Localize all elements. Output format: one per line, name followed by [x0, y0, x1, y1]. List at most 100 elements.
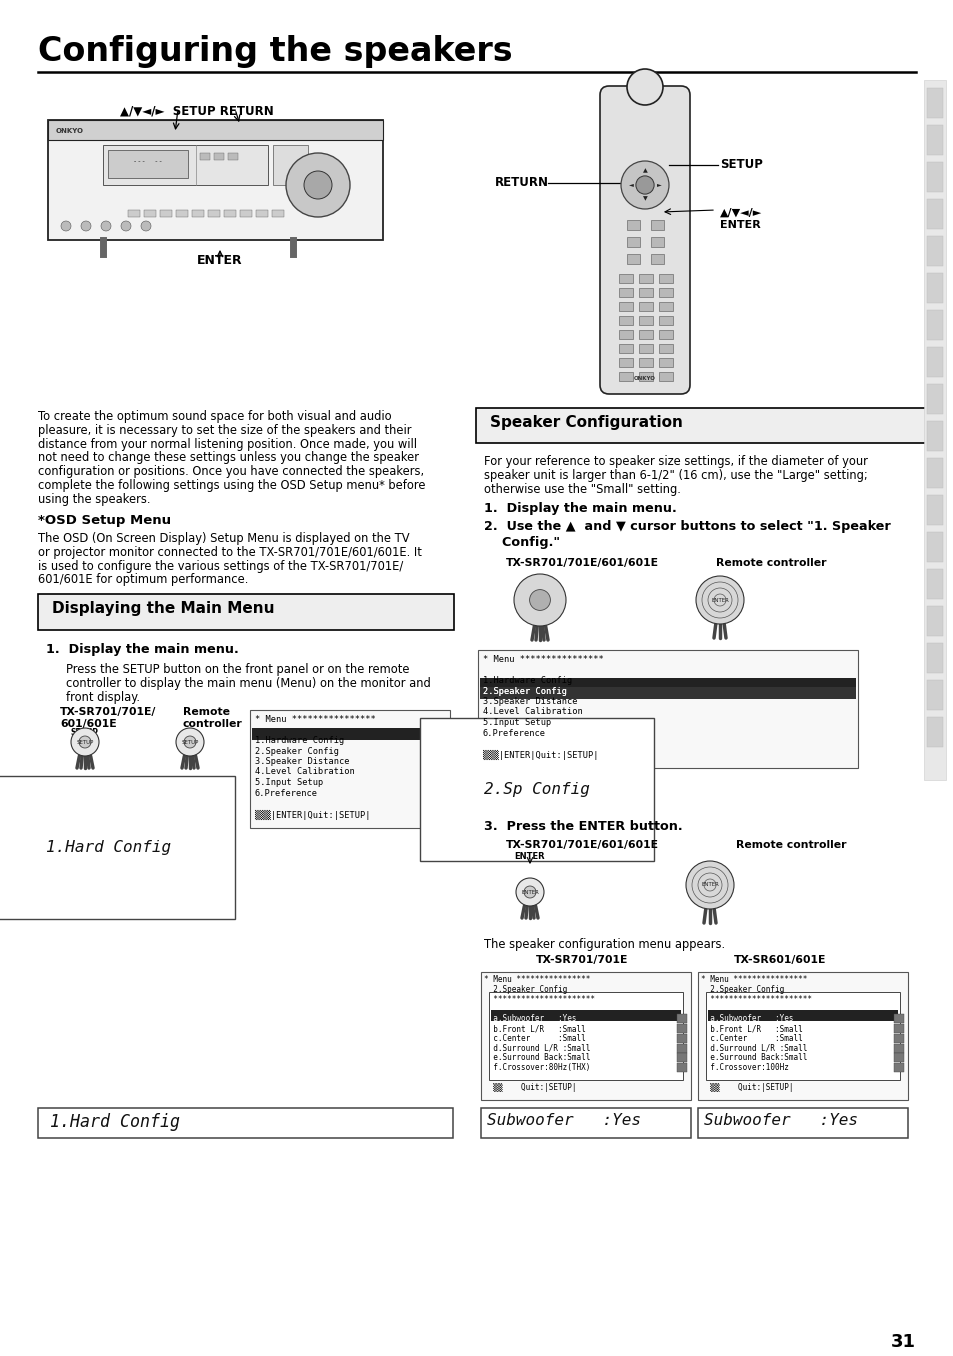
Circle shape [141, 221, 151, 231]
Bar [626, 254, 639, 264]
Circle shape [696, 576, 743, 624]
Text: ▒▒▒|ENTER|Quit:|SETUP|: ▒▒▒|ENTER|Quit:|SETUP| [482, 750, 598, 759]
Bar [491, 1010, 680, 1021]
Text: ENTER: ENTER [197, 254, 243, 267]
Bar [705, 993, 899, 1079]
Text: using the speakers.: using the speakers. [38, 492, 151, 506]
Text: The OSD (On Screen Display) Setup Menu is displayed on the TV: The OSD (On Screen Display) Setup Menu i… [38, 532, 409, 545]
Bar [144, 210, 156, 217]
Bar [926, 717, 942, 747]
Text: 6.Preference: 6.Preference [482, 728, 545, 738]
Text: ◄: ◄ [628, 183, 633, 187]
Text: ▒▒    Quit:|SETUP|: ▒▒ Quit:|SETUP| [700, 1083, 793, 1092]
Text: d.Surround L/R :Small: d.Surround L/R :Small [700, 1044, 806, 1052]
Bar [477, 650, 857, 767]
Text: 5.Input Setup: 5.Input Setup [482, 717, 551, 727]
Circle shape [101, 221, 111, 231]
Bar [707, 1010, 897, 1021]
Text: Configuring the speakers: Configuring the speakers [38, 35, 512, 68]
Bar [677, 1044, 686, 1052]
Text: Displaying the Main Menu: Displaying the Main Menu [52, 601, 274, 616]
Bar [128, 210, 140, 217]
Text: The speaker configuration menu appears.: The speaker configuration menu appears. [483, 938, 724, 951]
Bar [926, 679, 942, 711]
Text: c.Center      :Small: c.Center :Small [700, 1033, 801, 1043]
Text: RETURN: RETURN [495, 176, 548, 190]
Text: 3.Speaker Distance: 3.Speaker Distance [482, 697, 577, 706]
Text: * Menu ****************: * Menu **************** [700, 975, 806, 984]
Bar [659, 287, 672, 297]
Text: ENTER: ENTER [710, 598, 728, 602]
Text: 2.  Use the ▲  and ▼ cursor buttons to select "1. Speaker: 2. Use the ▲ and ▼ cursor buttons to sel… [483, 519, 890, 533]
Bar [677, 1024, 686, 1033]
Bar [639, 287, 652, 297]
Bar [618, 372, 633, 381]
Bar [240, 210, 252, 217]
Bar [659, 344, 672, 353]
Circle shape [514, 574, 565, 626]
Circle shape [184, 736, 195, 749]
Bar [926, 347, 942, 377]
Bar [639, 330, 652, 339]
Bar [677, 1033, 686, 1043]
Bar [926, 532, 942, 561]
Text: ENTER: ENTER [520, 890, 538, 895]
Bar [48, 119, 382, 140]
Bar [893, 1024, 903, 1033]
Text: pleasure, it is necessary to set the size of the speakers and their: pleasure, it is necessary to set the siz… [38, 424, 411, 437]
Bar [639, 316, 652, 325]
Text: 6.Preference: 6.Preference [254, 788, 317, 797]
Bar [192, 210, 204, 217]
Bar [48, 119, 382, 240]
FancyBboxPatch shape [599, 85, 689, 395]
Text: ▒▒▒|ENTER|Quit:|SETUP|: ▒▒▒|ENTER|Quit:|SETUP| [254, 810, 370, 819]
Bar [659, 330, 672, 339]
Text: 2.Speaker Config: 2.Speaker Config [254, 747, 338, 755]
Text: ENTER: ENTER [700, 883, 719, 887]
Text: Subwoofer   :Yes: Subwoofer :Yes [703, 1113, 857, 1128]
Text: **********************: ********************** [700, 994, 811, 1003]
Text: is used to configure the various settings of the TX-SR701/701E/: is used to configure the various setting… [38, 560, 403, 572]
Text: ▲: ▲ [537, 580, 542, 587]
Bar [677, 1063, 686, 1073]
Text: SETUP: SETUP [76, 739, 93, 744]
Bar [103, 145, 268, 184]
Bar [893, 1054, 903, 1062]
Bar [273, 145, 308, 184]
Text: Speaker Configuration: Speaker Configuration [490, 415, 682, 430]
Bar [626, 220, 639, 231]
Text: To create the optimum sound space for both visual and audio: To create the optimum sound space for bo… [38, 410, 392, 423]
Text: 1.Hardware Config: 1.Hardware Config [482, 677, 572, 685]
Text: * Menu ****************: * Menu **************** [483, 975, 590, 984]
Bar [252, 728, 448, 740]
Text: distance from your normal listening position. Once made, you will: distance from your normal listening posi… [38, 438, 416, 450]
Bar [926, 311, 942, 340]
Circle shape [626, 69, 662, 104]
Bar [618, 344, 633, 353]
Text: SETUP: SETUP [181, 739, 198, 744]
Text: otherwise use the "Small" setting.: otherwise use the "Small" setting. [483, 483, 680, 495]
Circle shape [121, 221, 131, 231]
Bar [926, 273, 942, 302]
Text: not need to change these settings unless you change the speaker: not need to change these settings unless… [38, 452, 418, 464]
Bar [618, 316, 633, 325]
Text: * Menu ****************: * Menu **************** [254, 715, 375, 724]
Text: 1.  Display the main menu.: 1. Display the main menu. [46, 643, 238, 656]
Text: TX-SR701/701E/601/601E: TX-SR701/701E/601/601E [505, 839, 659, 850]
Text: d.Surround L/R :Small: d.Surround L/R :Small [483, 1044, 590, 1052]
Bar [208, 210, 220, 217]
Bar [893, 1044, 903, 1052]
Text: ONKYO: ONKYO [634, 376, 656, 381]
Bar [926, 643, 942, 673]
Text: speaker unit is larger than 6-1/2" (16 cm), use the "Large" setting;: speaker unit is larger than 6-1/2" (16 c… [483, 469, 867, 481]
Bar [213, 153, 224, 160]
Text: 3.  Press the ENTER button.: 3. Press the ENTER button. [483, 820, 682, 833]
Bar [639, 358, 652, 367]
Bar [160, 210, 172, 217]
Bar [480, 1108, 690, 1138]
Bar [926, 88, 942, 118]
Text: Remote controller: Remote controller [735, 839, 845, 850]
Bar [926, 495, 942, 525]
Text: 2.Speaker Config: 2.Speaker Config [700, 984, 783, 994]
Bar [893, 1063, 903, 1073]
